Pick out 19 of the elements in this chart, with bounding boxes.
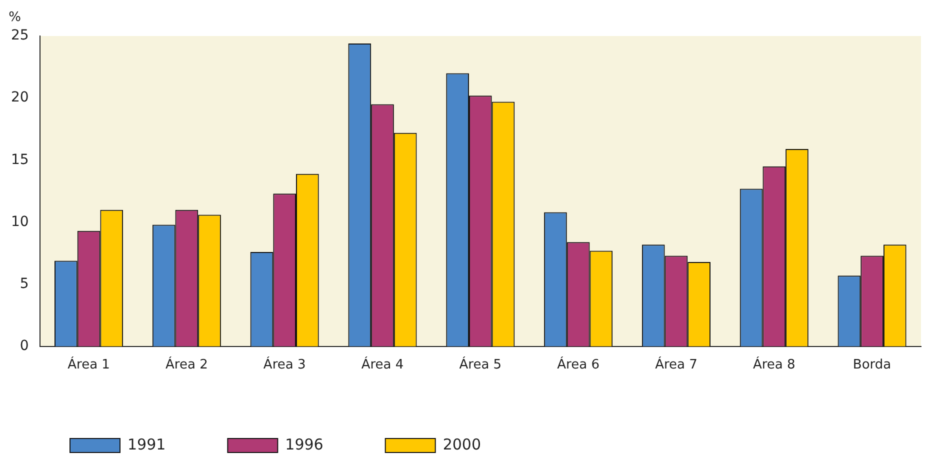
x-tick-label: Área 7 [655, 356, 698, 373]
y-tick-label: 25 [10, 28, 29, 44]
y-tick-label: 5 [20, 276, 29, 292]
x-tick-label: Área 5 [459, 356, 502, 373]
y-tick-label: 0 [20, 338, 29, 354]
y-tick-label: 20 [10, 90, 29, 106]
x-tick-label: Borda [852, 358, 892, 373]
x-tick-label: Área 4 [361, 356, 404, 373]
y-axis-title: % [8, 10, 21, 25]
x-tick-label: Área 2 [166, 356, 208, 373]
y-tick-label: 10 [10, 214, 29, 230]
legend-label: 1991 [128, 435, 166, 454]
y-tick-label: 15 [10, 152, 29, 168]
x-tick-label: Área 1 [68, 356, 110, 373]
legend-label: 1996 [285, 435, 324, 454]
legend-label: 2000 [442, 435, 482, 454]
x-tick-label: Área 8 [752, 356, 796, 373]
x-tick-label: Área 6 [557, 356, 600, 373]
x-tick-label: Área 3 [263, 356, 306, 373]
